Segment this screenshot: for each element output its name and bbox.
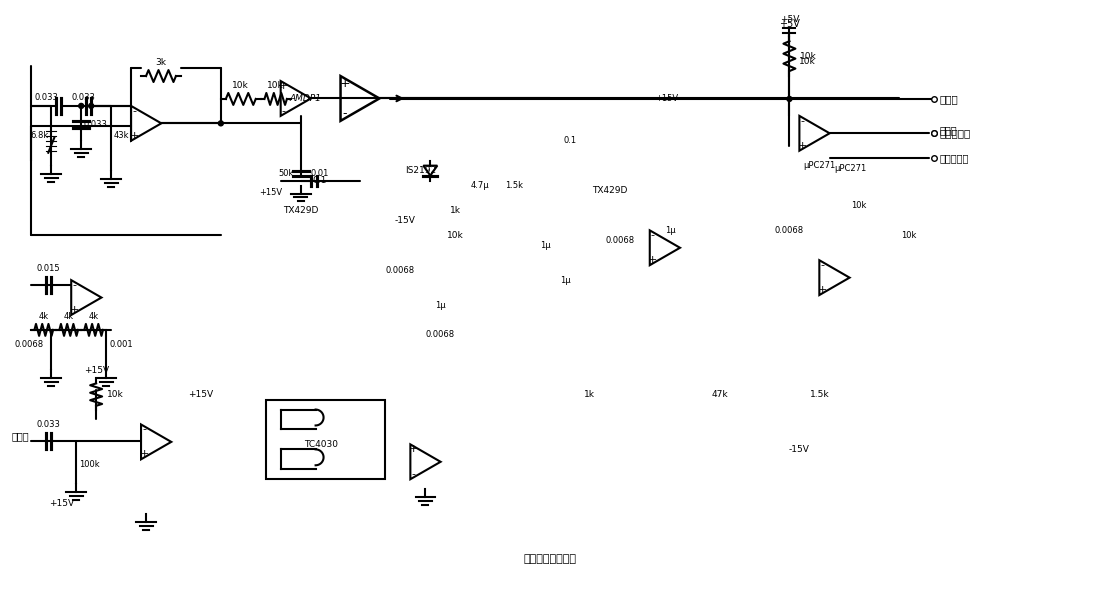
Bar [266,400,386,479]
Text: -: - [801,116,804,126]
Text: 0.0068: 0.0068 [14,340,43,349]
Text: 电容的单位为微法: 电容的单位为微法 [524,554,576,564]
Text: -: - [142,424,146,434]
Text: 10k: 10k [232,81,249,90]
Text: +: + [129,131,139,141]
Text: -: - [342,108,347,121]
Text: 0.033: 0.033 [34,93,58,102]
Circle shape [79,103,83,108]
Text: -15V: -15V [788,445,810,454]
Text: +15V: +15V [83,366,109,375]
Text: -: - [281,106,286,116]
Circle shape [787,97,792,101]
Text: +15V: +15V [49,499,73,508]
Text: +: + [797,141,807,151]
Text: 10k: 10k [447,231,464,240]
Text: AMDP1: AMDP1 [290,95,321,103]
Text: 47k: 47k [712,390,728,399]
Text: 6.8k: 6.8k [30,131,49,140]
Text: 4k: 4k [63,312,73,321]
Text: 10k: 10k [107,390,123,399]
Text: 1.5k: 1.5k [505,181,523,190]
Text: 0.015: 0.015 [37,264,60,273]
Text: IS2192: IS2192 [405,166,436,175]
Text: 4k: 4k [89,312,99,321]
Text: 0.1: 0.1 [312,176,327,185]
Text: +15V: +15V [655,95,678,103]
Text: 10k: 10k [801,52,817,61]
Text: 0.033: 0.033 [71,93,96,102]
Circle shape [89,103,93,108]
Text: 10k: 10k [800,57,816,66]
Text: 0.033: 0.033 [37,421,60,429]
Text: -: - [651,231,655,240]
Text: 1k: 1k [449,206,460,215]
Text: 到振子: 到振子 [939,125,956,135]
Text: 43k: 43k [115,131,130,140]
Text: 3k: 3k [156,58,167,67]
Text: -: - [132,106,136,116]
Circle shape [218,121,224,126]
Text: 1μ: 1μ [435,301,446,309]
Text: 0.0068: 0.0068 [426,330,455,339]
Text: 10k: 10k [902,231,916,240]
Text: 100k: 100k [79,460,100,469]
Text: +5V: +5V [780,19,800,30]
Text: 4k: 4k [39,312,49,321]
Text: 10k: 10k [267,81,284,90]
Text: 0.033: 0.033 [83,121,107,129]
Text: 1μ: 1μ [540,241,550,250]
Text: +: + [279,81,288,91]
Text: 接振子: 接振子 [11,431,29,442]
Text: 4.7μ: 4.7μ [470,181,489,190]
Text: 0.0068: 0.0068 [775,226,804,235]
Text: -: - [411,469,416,479]
Text: -: - [72,280,77,290]
Text: +5V: +5V [780,15,800,24]
Text: TC4030: TC4030 [304,440,338,449]
Text: 0.001: 0.001 [109,340,132,349]
Text: +: + [139,450,149,459]
Text: μPC271: μPC271 [834,164,866,173]
Text: 1μ: 1μ [665,226,675,235]
Text: +: + [70,305,79,315]
Text: 1μ: 1μ [560,276,570,285]
Text: 频率计数器: 频率计数器 [939,153,969,163]
Text: 0.1: 0.1 [564,137,576,145]
Text: 50k: 50k [278,169,294,178]
Text: 1.5k: 1.5k [810,390,830,399]
Text: +15V: +15V [259,188,282,197]
Text: 到振子: 到振子 [939,94,957,104]
Text: 0.0068: 0.0068 [605,236,635,245]
Text: +: + [409,445,418,454]
Text: μPC271: μPC271 [803,161,835,170]
Text: 频率计数器: 频率计数器 [939,128,971,138]
Text: +: + [817,285,827,295]
Text: +15V: +15V [188,390,214,399]
Text: 10k: 10k [852,201,867,210]
Text: +: + [648,255,657,265]
Text: 1k: 1k [585,390,595,399]
Text: TX429D: TX429D [593,186,627,195]
Text: +: + [339,76,350,90]
Text: TX429D: TX429D [282,206,318,215]
Text: -15V: -15V [395,216,416,225]
Text: -: - [821,260,824,270]
Text: 0.0068: 0.0068 [386,266,415,275]
Text: 0.01: 0.01 [310,169,329,178]
